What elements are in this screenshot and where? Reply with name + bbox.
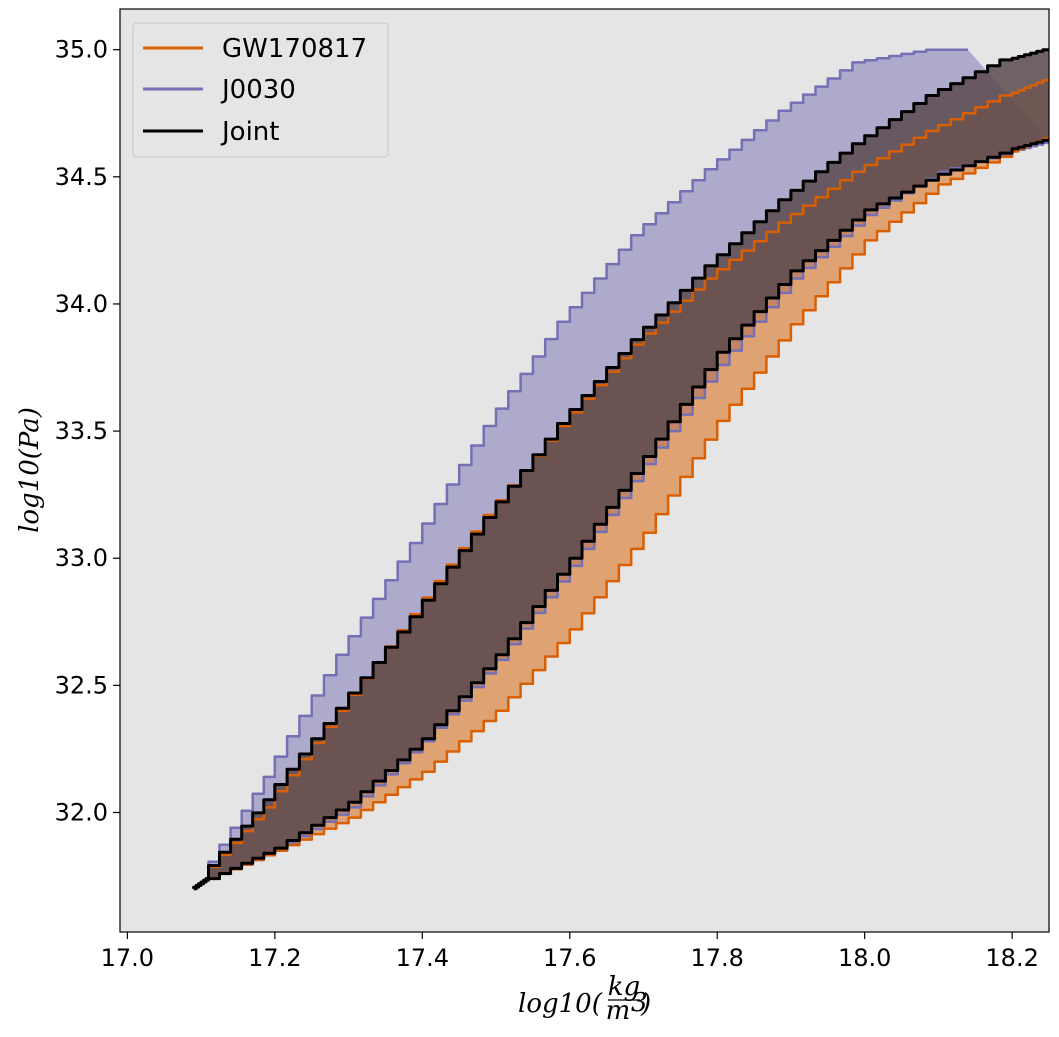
band-upper-j0030 bbox=[192, 48, 968, 889]
x-label-numerator: kg bbox=[608, 972, 640, 1002]
x-label-exponent: 3 bbox=[631, 988, 648, 1018]
y-axis-label: log10(Pa) bbox=[15, 407, 45, 533]
y-tick-label: 33.5 bbox=[55, 417, 108, 445]
x-label-denominator: m bbox=[606, 996, 631, 1026]
x-axis: 17.0 17.2 17.4 17.6 17.8 18.0 18.2 bbox=[101, 932, 1039, 972]
x-tick-label: 18.0 bbox=[838, 944, 891, 972]
y-tick-label: 35.0 bbox=[55, 36, 108, 64]
x-tick-label: 17.8 bbox=[690, 944, 743, 972]
plot-frame bbox=[119, 8, 1050, 933]
x-tick-label: 17.2 bbox=[248, 944, 301, 972]
y-tick-label: 34.5 bbox=[55, 163, 108, 191]
band-upper-gw170817 bbox=[192, 78, 1049, 889]
x-axis-label-fraction: kg m 3 ) bbox=[606, 972, 651, 1026]
legend-label-joint: Joint bbox=[220, 117, 279, 147]
x-tick-label: 18.2 bbox=[985, 944, 1038, 972]
x-tick-label: 17.4 bbox=[396, 944, 449, 972]
y-axis: 32.0 32.5 33.0 33.5 34.0 34.5 35.0 bbox=[55, 36, 120, 826]
y-tick-label: 34.0 bbox=[55, 290, 108, 318]
legend-label-gw170817: GW170817 bbox=[222, 34, 367, 64]
y-tick-label: 33.0 bbox=[55, 544, 108, 572]
band-lower-joint bbox=[193, 138, 1049, 891]
bands-layer bbox=[192, 48, 1049, 891]
x-tick-label: 17.0 bbox=[101, 944, 154, 972]
x-tick-label: 17.6 bbox=[543, 944, 596, 972]
legend-box bbox=[132, 22, 389, 158]
y-tick-label: 32.5 bbox=[55, 671, 108, 699]
x-axis-label: log10( bbox=[518, 989, 603, 1019]
legend-label-j0030: J0030 bbox=[220, 75, 296, 105]
legend: GW170817 J0030 Joint bbox=[132, 22, 389, 158]
band-fill-overlap bbox=[193, 49, 1049, 889]
y-tick-label: 32.0 bbox=[55, 798, 108, 826]
x-label-close-paren: ) bbox=[640, 989, 651, 1019]
band-upper-joint bbox=[192, 48, 1049, 889]
